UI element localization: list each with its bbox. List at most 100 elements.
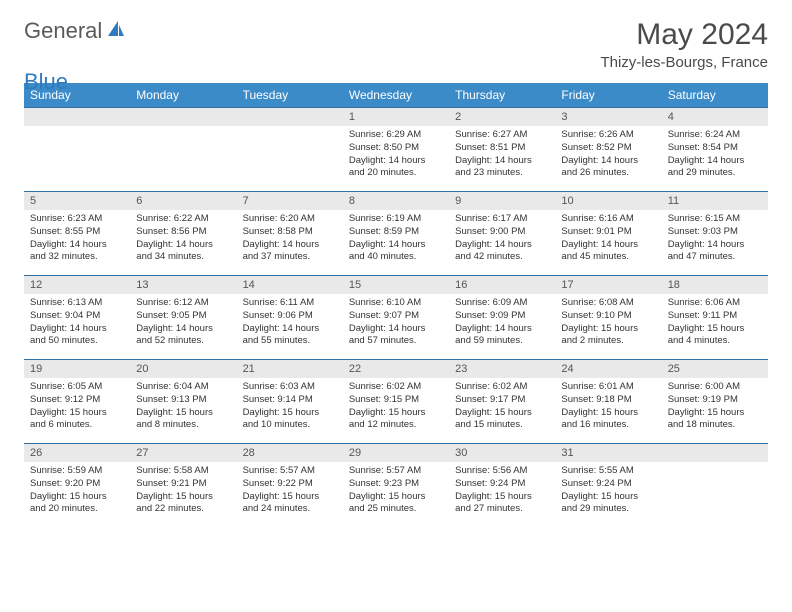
weekday-header-row: SundayMondayTuesdayWednesdayThursdayFrid… <box>24 83 768 108</box>
weekday-header: Tuesday <box>237 83 343 108</box>
day-number: 27 <box>130 444 236 462</box>
calendar-day-cell <box>662 444 768 528</box>
brand-part2: Blue <box>24 69 68 95</box>
day-details: Sunrise: 5:57 AMSunset: 9:22 PMDaylight:… <box>237 462 343 520</box>
day-details: Sunrise: 5:59 AMSunset: 9:20 PMDaylight:… <box>24 462 130 520</box>
day-details: Sunrise: 6:15 AMSunset: 9:03 PMDaylight:… <box>662 210 768 268</box>
calendar-day-cell: 14Sunrise: 6:11 AMSunset: 9:06 PMDayligh… <box>237 276 343 360</box>
calendar-week-row: 19Sunrise: 6:05 AMSunset: 9:12 PMDayligh… <box>24 360 768 444</box>
day-details: Sunrise: 6:17 AMSunset: 9:00 PMDaylight:… <box>449 210 555 268</box>
day-number: 29 <box>343 444 449 462</box>
calendar-day-cell: 4Sunrise: 6:24 AMSunset: 8:54 PMDaylight… <box>662 108 768 192</box>
calendar-day-cell: 5Sunrise: 6:23 AMSunset: 8:55 PMDaylight… <box>24 192 130 276</box>
calendar-day-cell: 18Sunrise: 6:06 AMSunset: 9:11 PMDayligh… <box>662 276 768 360</box>
calendar-week-row: 1Sunrise: 6:29 AMSunset: 8:50 PMDaylight… <box>24 108 768 192</box>
day-number: 1 <box>343 108 449 126</box>
calendar-day-cell: 11Sunrise: 6:15 AMSunset: 9:03 PMDayligh… <box>662 192 768 276</box>
day-number: 18 <box>662 276 768 294</box>
calendar-day-cell <box>237 108 343 192</box>
day-details: Sunrise: 6:09 AMSunset: 9:09 PMDaylight:… <box>449 294 555 352</box>
empty-day-header <box>237 108 343 126</box>
calendar-day-cell: 7Sunrise: 6:20 AMSunset: 8:58 PMDaylight… <box>237 192 343 276</box>
day-details: Sunrise: 6:00 AMSunset: 9:19 PMDaylight:… <box>662 378 768 436</box>
day-details: Sunrise: 5:55 AMSunset: 9:24 PMDaylight:… <box>555 462 661 520</box>
weekday-header: Friday <box>555 83 661 108</box>
day-number: 31 <box>555 444 661 462</box>
calendar-day-cell: 29Sunrise: 5:57 AMSunset: 9:23 PMDayligh… <box>343 444 449 528</box>
day-number: 17 <box>555 276 661 294</box>
calendar-day-cell: 8Sunrise: 6:19 AMSunset: 8:59 PMDaylight… <box>343 192 449 276</box>
calendar-week-row: 5Sunrise: 6:23 AMSunset: 8:55 PMDaylight… <box>24 192 768 276</box>
day-details: Sunrise: 5:58 AMSunset: 9:21 PMDaylight:… <box>130 462 236 520</box>
day-number: 25 <box>662 360 768 378</box>
calendar-day-cell: 30Sunrise: 5:56 AMSunset: 9:24 PMDayligh… <box>449 444 555 528</box>
day-number: 12 <box>24 276 130 294</box>
calendar-day-cell: 10Sunrise: 6:16 AMSunset: 9:01 PMDayligh… <box>555 192 661 276</box>
calendar-day-cell: 19Sunrise: 6:05 AMSunset: 9:12 PMDayligh… <box>24 360 130 444</box>
calendar-day-cell <box>24 108 130 192</box>
day-number: 19 <box>24 360 130 378</box>
header: General May 2024 Thizy-les-Bourgs, Franc… <box>24 18 768 71</box>
day-number: 7 <box>237 192 343 210</box>
day-details: Sunrise: 6:08 AMSunset: 9:10 PMDaylight:… <box>555 294 661 352</box>
day-details: Sunrise: 6:02 AMSunset: 9:15 PMDaylight:… <box>343 378 449 436</box>
day-number: 6 <box>130 192 236 210</box>
calendar-day-cell: 31Sunrise: 5:55 AMSunset: 9:24 PMDayligh… <box>555 444 661 528</box>
day-number: 20 <box>130 360 236 378</box>
empty-day-header <box>130 108 236 126</box>
empty-day-header <box>24 108 130 126</box>
day-details: Sunrise: 6:23 AMSunset: 8:55 PMDaylight:… <box>24 210 130 268</box>
day-number: 3 <box>555 108 661 126</box>
day-details: Sunrise: 6:10 AMSunset: 9:07 PMDaylight:… <box>343 294 449 352</box>
calendar-day-cell: 16Sunrise: 6:09 AMSunset: 9:09 PMDayligh… <box>449 276 555 360</box>
calendar-week-row: 26Sunrise: 5:59 AMSunset: 9:20 PMDayligh… <box>24 444 768 528</box>
month-title: May 2024 <box>600 18 768 52</box>
calendar-day-cell: 3Sunrise: 6:26 AMSunset: 8:52 PMDaylight… <box>555 108 661 192</box>
day-details: Sunrise: 6:24 AMSunset: 8:54 PMDaylight:… <box>662 126 768 184</box>
day-details: Sunrise: 6:06 AMSunset: 9:11 PMDaylight:… <box>662 294 768 352</box>
day-number: 5 <box>24 192 130 210</box>
calendar-day-cell: 6Sunrise: 6:22 AMSunset: 8:56 PMDaylight… <box>130 192 236 276</box>
day-details: Sunrise: 6:11 AMSunset: 9:06 PMDaylight:… <box>237 294 343 352</box>
calendar-day-cell: 15Sunrise: 6:10 AMSunset: 9:07 PMDayligh… <box>343 276 449 360</box>
empty-day-header <box>662 444 768 462</box>
day-details: Sunrise: 6:12 AMSunset: 9:05 PMDaylight:… <box>130 294 236 352</box>
day-number: 15 <box>343 276 449 294</box>
day-number: 24 <box>555 360 661 378</box>
day-number: 28 <box>237 444 343 462</box>
weekday-header: Saturday <box>662 83 768 108</box>
calendar-day-cell: 26Sunrise: 5:59 AMSunset: 9:20 PMDayligh… <box>24 444 130 528</box>
calendar-day-cell: 9Sunrise: 6:17 AMSunset: 9:00 PMDaylight… <box>449 192 555 276</box>
day-details: Sunrise: 6:22 AMSunset: 8:56 PMDaylight:… <box>130 210 236 268</box>
calendar-day-cell: 1Sunrise: 6:29 AMSunset: 8:50 PMDaylight… <box>343 108 449 192</box>
day-number: 11 <box>662 192 768 210</box>
calendar-day-cell: 22Sunrise: 6:02 AMSunset: 9:15 PMDayligh… <box>343 360 449 444</box>
day-details: Sunrise: 6:29 AMSunset: 8:50 PMDaylight:… <box>343 126 449 184</box>
day-number: 22 <box>343 360 449 378</box>
calendar-day-cell: 12Sunrise: 6:13 AMSunset: 9:04 PMDayligh… <box>24 276 130 360</box>
day-number: 9 <box>449 192 555 210</box>
calendar-week-row: 12Sunrise: 6:13 AMSunset: 9:04 PMDayligh… <box>24 276 768 360</box>
calendar-day-cell: 21Sunrise: 6:03 AMSunset: 9:14 PMDayligh… <box>237 360 343 444</box>
day-number: 2 <box>449 108 555 126</box>
day-details: Sunrise: 6:13 AMSunset: 9:04 PMDaylight:… <box>24 294 130 352</box>
day-number: 8 <box>343 192 449 210</box>
day-number: 23 <box>449 360 555 378</box>
day-number: 10 <box>555 192 661 210</box>
day-details: Sunrise: 6:04 AMSunset: 9:13 PMDaylight:… <box>130 378 236 436</box>
day-details: Sunrise: 6:16 AMSunset: 9:01 PMDaylight:… <box>555 210 661 268</box>
calendar-table: SundayMondayTuesdayWednesdayThursdayFrid… <box>24 83 768 528</box>
day-details: Sunrise: 5:56 AMSunset: 9:24 PMDaylight:… <box>449 462 555 520</box>
calendar-day-cell: 25Sunrise: 6:00 AMSunset: 9:19 PMDayligh… <box>662 360 768 444</box>
day-details: Sunrise: 6:20 AMSunset: 8:58 PMDaylight:… <box>237 210 343 268</box>
day-number: 26 <box>24 444 130 462</box>
calendar-day-cell: 24Sunrise: 6:01 AMSunset: 9:18 PMDayligh… <box>555 360 661 444</box>
calendar-day-cell: 20Sunrise: 6:04 AMSunset: 9:13 PMDayligh… <box>130 360 236 444</box>
location-label: Thizy-les-Bourgs, France <box>600 54 768 71</box>
brand-logo: General <box>24 18 128 44</box>
day-number: 14 <box>237 276 343 294</box>
calendar-day-cell: 28Sunrise: 5:57 AMSunset: 9:22 PMDayligh… <box>237 444 343 528</box>
brand-part1: General <box>24 18 102 44</box>
day-details: Sunrise: 6:01 AMSunset: 9:18 PMDaylight:… <box>555 378 661 436</box>
weekday-header: Thursday <box>449 83 555 108</box>
